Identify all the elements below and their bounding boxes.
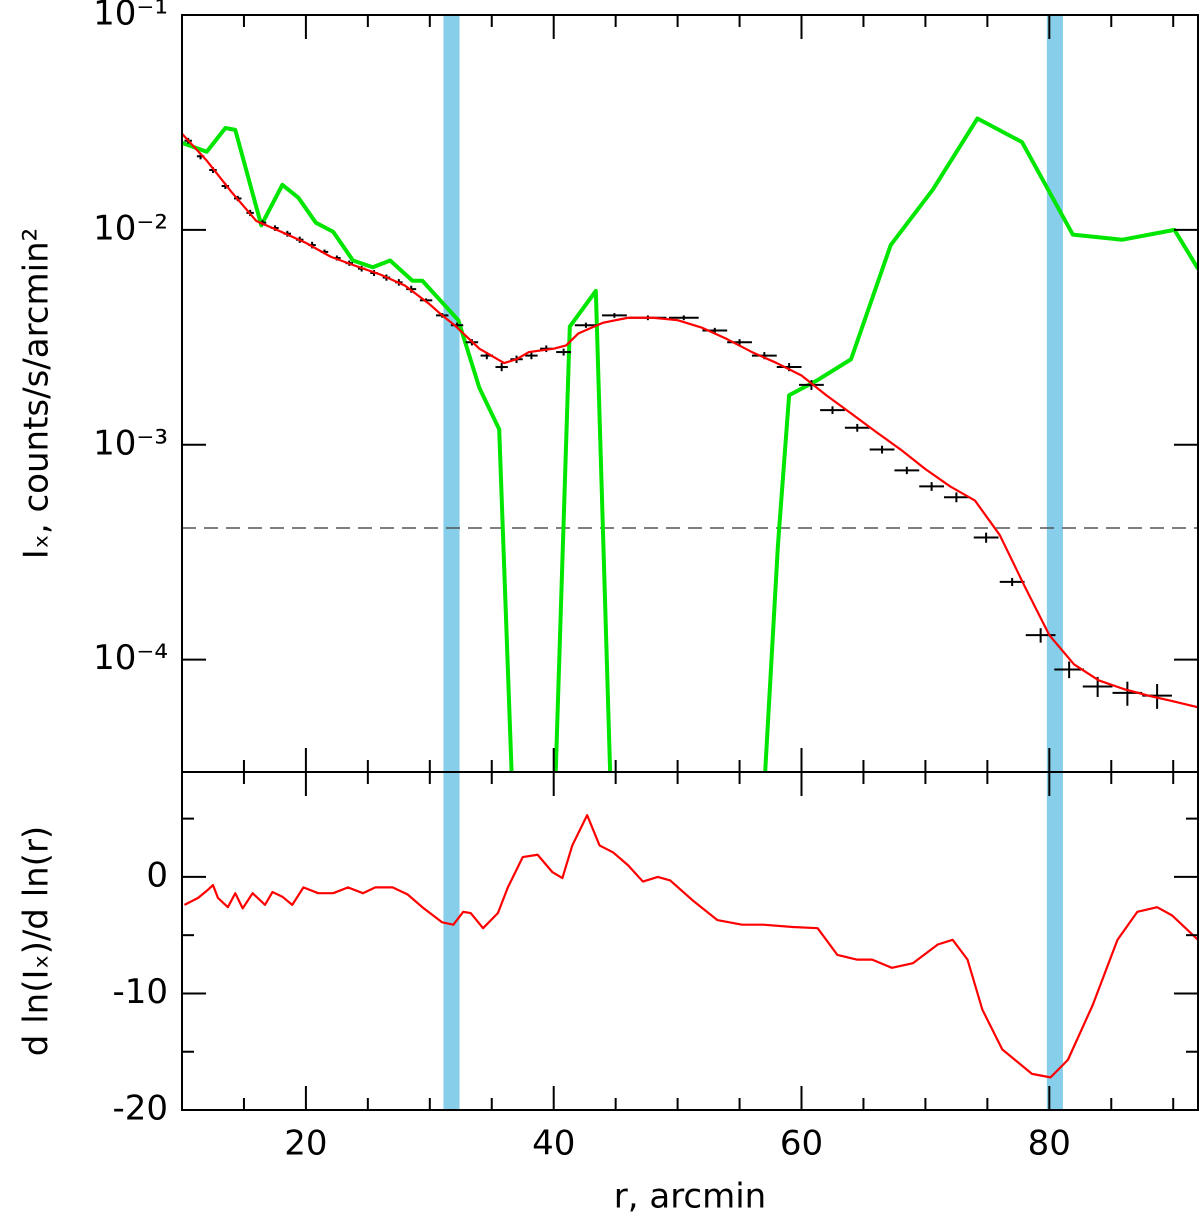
y-tick-label: 10⁻⁴ — [93, 638, 168, 678]
data-line — [182, 116, 1198, 772]
y-axis-label: d ln(Iₓ)/d ln(r) — [17, 826, 57, 1056]
data-line — [183, 814, 1198, 1079]
x-axis-label: r, arcmin — [614, 1177, 766, 1217]
y-axis-label: Iₓ, counts/s/arcmin² — [17, 228, 57, 560]
x-tick-label: 40 — [532, 1124, 575, 1164]
y-tick-label: -10 — [112, 972, 168, 1012]
highlight-band — [443, 772, 460, 1110]
y-tick-label: -20 — [112, 1089, 168, 1129]
plot-area — [183, 772, 1198, 1110]
highlight-band — [1046, 15, 1063, 772]
y-tick-label: 10⁻² — [93, 208, 168, 248]
y-tick-label: 0 — [146, 855, 168, 895]
highlight-band — [1046, 772, 1063, 1110]
y-tick-label: 10⁻¹ — [93, 0, 168, 34]
y-tick-label: 10⁻³ — [93, 423, 168, 463]
data-line — [182, 133, 1198, 709]
plot-area — [182, 15, 1198, 772]
axes-frame — [181, 14, 1199, 773]
highlight-band — [443, 15, 460, 772]
axes-frame — [181, 771, 1199, 1111]
x-tick-label: 20 — [284, 1124, 327, 1164]
x-tick-label: 80 — [1028, 1124, 1071, 1164]
x-tick-label: 60 — [780, 1124, 823, 1164]
